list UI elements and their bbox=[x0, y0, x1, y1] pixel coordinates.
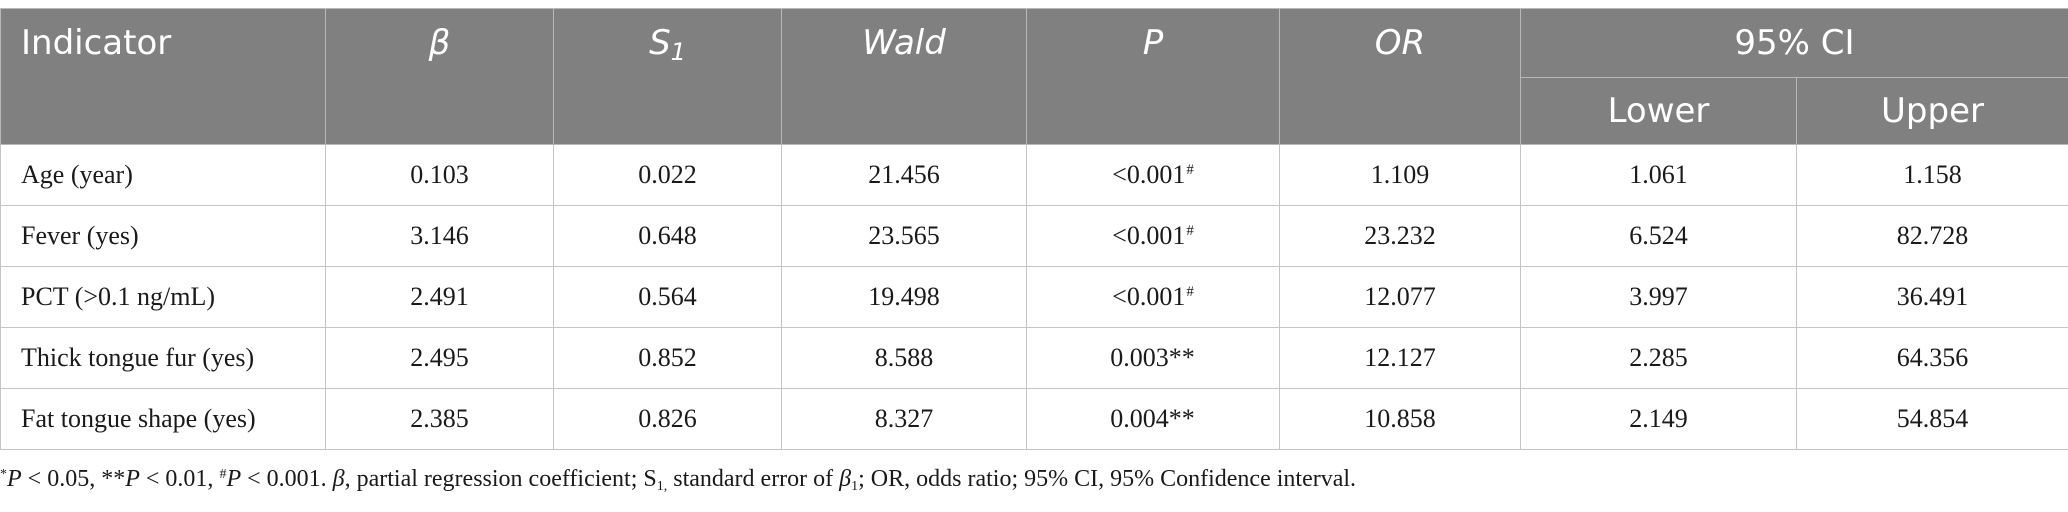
cell-lower: 1.061 bbox=[1520, 144, 1797, 206]
cell-upper: 54.854 bbox=[1796, 388, 2068, 450]
cell-or: 12.077 bbox=[1279, 266, 1521, 328]
cell-indicator: Thick tongue fur (yes) bbox=[0, 327, 326, 389]
header-p: P bbox=[1026, 8, 1280, 145]
cell-beta: 0.103 bbox=[325, 144, 554, 206]
cell-p: 0.004** bbox=[1026, 388, 1280, 450]
header-s1: S1 bbox=[553, 8, 782, 145]
table-row: Fever (yes) 3.146 0.648 23.565 <0.001# 2… bbox=[0, 205, 2068, 267]
cell-s1: 0.852 bbox=[553, 327, 782, 389]
table-row: Thick tongue fur (yes) 2.495 0.852 8.588… bbox=[0, 327, 2068, 389]
table-row: Fat tongue shape (yes) 2.385 0.826 8.327… bbox=[0, 388, 2068, 450]
cell-wald: 21.456 bbox=[781, 144, 1027, 206]
cell-lower: 6.524 bbox=[1520, 205, 1797, 267]
cell-s1: 0.022 bbox=[553, 144, 782, 206]
cell-beta: 2.495 bbox=[325, 327, 554, 389]
header-95ci: 95% CI bbox=[1520, 8, 2068, 78]
cell-p: <0.001# bbox=[1026, 266, 1280, 328]
cell-wald: 23.565 bbox=[781, 205, 1027, 267]
cell-p: <0.001# bbox=[1026, 205, 1280, 267]
cell-indicator: PCT (>0.1 ng/mL) bbox=[0, 266, 326, 328]
table-row: Age (year) 0.103 0.022 21.456 <0.001# 1.… bbox=[0, 144, 2068, 206]
header-or: OR bbox=[1279, 8, 1521, 145]
cell-p: <0.001# bbox=[1026, 144, 1280, 206]
cell-s1: 0.826 bbox=[553, 388, 782, 450]
cell-lower: 3.997 bbox=[1520, 266, 1797, 328]
header-upper: Upper bbox=[1796, 77, 2068, 145]
cell-or: 12.127 bbox=[1279, 327, 1521, 389]
header-beta: β bbox=[325, 8, 554, 145]
regression-table: Indicator β S1 Wald P OR 95% CI Lower Up… bbox=[0, 8, 2068, 450]
cell-indicator: Fever (yes) bbox=[0, 205, 326, 267]
cell-or: 1.109 bbox=[1279, 144, 1521, 206]
header-lower: Lower bbox=[1520, 77, 1797, 145]
cell-s1: 0.648 bbox=[553, 205, 782, 267]
cell-wald: 8.327 bbox=[781, 388, 1027, 450]
cell-lower: 2.285 bbox=[1520, 327, 1797, 389]
cell-beta: 2.385 bbox=[325, 388, 554, 450]
cell-upper: 64.356 bbox=[1796, 327, 2068, 389]
cell-beta: 3.146 bbox=[325, 205, 554, 267]
cell-indicator: Fat tongue shape (yes) bbox=[0, 388, 326, 450]
header-indicator: Indicator bbox=[0, 8, 326, 145]
cell-wald: 8.588 bbox=[781, 327, 1027, 389]
cell-s1: 0.564 bbox=[553, 266, 782, 328]
cell-indicator: Age (year) bbox=[0, 144, 326, 206]
cell-upper: 1.158 bbox=[1796, 144, 2068, 206]
cell-beta: 2.491 bbox=[325, 266, 554, 328]
cell-or: 10.858 bbox=[1279, 388, 1521, 450]
cell-or: 23.232 bbox=[1279, 205, 1521, 267]
cell-upper: 82.728 bbox=[1796, 205, 2068, 267]
table-row: PCT (>0.1 ng/mL) 2.491 0.564 19.498 <0.0… bbox=[0, 266, 2068, 328]
cell-wald: 19.498 bbox=[781, 266, 1027, 328]
cell-lower: 2.149 bbox=[1520, 388, 1797, 450]
table-footnote: *P < 0.05, **P < 0.01, #P < 0.001. β, pa… bbox=[0, 466, 1357, 494]
header-wald: Wald bbox=[781, 8, 1027, 145]
cell-upper: 36.491 bbox=[1796, 266, 2068, 328]
cell-p: 0.003** bbox=[1026, 327, 1280, 389]
